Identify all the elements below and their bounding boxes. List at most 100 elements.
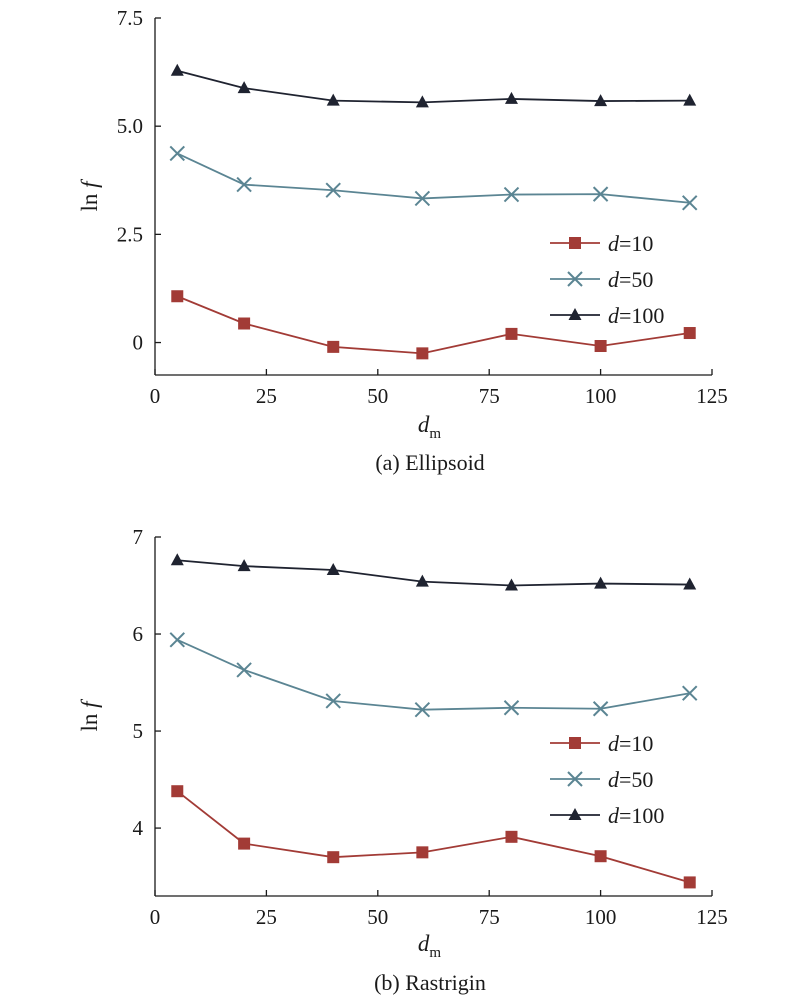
panel-1-series-0-point-1 [238,837,251,850]
panel-1-series-0-point-4 [505,830,518,843]
panel-0-y-tick-label-1: 2.5 [117,222,143,246]
panel-0-series-1-point-1-stroke-b [236,176,252,193]
panel-0-series-0-point-6 [683,327,696,340]
panel-1-legend-label-0: d=10 [608,731,653,756]
panel-1-series-2-point-0 [170,553,184,566]
chart-panel-1: 0 25 50 75 100 125 4 5 6 7 ln f dm (b) Rastrigin d=10… [77,525,728,995]
panel-0-series-2-line [177,69,690,104]
panel-0-legend-label-2: d=100 [608,303,664,328]
panel-0-legend-label-1: d=50 [608,267,653,292]
panel-0-series-1-point-0 [169,145,185,162]
panel-1-series-1-point-3 [414,702,431,718]
panel-1-series-1-point-legend [567,771,583,787]
panel-0-caption: (a) Ellipsoid [375,450,484,475]
panel-1-series-1-point-0 [169,632,185,648]
panel-0-legend-label-0: d=10 [608,231,653,256]
panel-0-series-1-point-legend-stroke-b [567,271,583,287]
panel-0-x-tick-label-5: 125 [696,384,728,408]
panel-1-series-1-point-5 [592,701,609,717]
panel-0-series-2-point-3 [415,95,429,108]
panel-0-series-2-point-0 [170,63,184,76]
panel-1-series-2-point-1 [237,559,251,572]
panel-0-legend-entry-1: d=50 [550,267,653,292]
panel-0-series-1-point-2 [325,182,341,198]
panel-1-legend-entry-2: d=100 [550,803,664,828]
panel-1-x-tick-label-1: 25 [256,905,277,929]
panel-0-series-1-point-2-stroke-b [325,182,341,198]
panel-1-series-1-point-3-stroke-b [414,702,431,718]
panel-0-legend-entry-0: d=10 [550,231,653,256]
panel-0-series-1-point-6 [682,195,698,211]
panel-1-y-tick-label-0: 4 [133,816,144,840]
panel-1-series-1-point-5-stroke-b [592,701,609,717]
panel-0-series-0-point-4 [505,327,518,340]
panel-0-series-2-point-5 [594,94,608,107]
panel-1-y-axis-label: ln f [77,698,102,732]
panel-0-y-tick-label-3: 7.5 [117,6,143,30]
panel-1-y-tick-label-1: 5 [133,719,144,743]
panel-0-series-1-point-0-stroke-b [169,145,185,162]
panel-1-x-tick-label-2: 50 [367,905,388,929]
panel-1-y-tick-label-3: 7 [133,525,144,549]
panel-0-x-tick-label-1: 25 [256,384,277,408]
panel-0-series-0-point-5 [594,340,607,353]
panel-1-series-1-point-0-stroke-b [169,632,185,648]
panel-1-series-2-point-legend [568,808,582,820]
panel-0-x-tick-label-2: 50 [367,384,388,408]
panel-1-series-2-point-4 [504,578,518,591]
panel-0-legend-entry-2: d=100 [550,303,664,328]
panel-1-series-0-point-2 [327,851,340,864]
panel-0-series-0-point-0 [171,290,184,303]
panel-1-x-tick-label-4: 100 [585,905,617,929]
panel-1-series-0-point-legend [569,737,581,749]
panel-1-series-1-point-1-stroke-b [236,662,252,678]
panel-0-series-1-line [176,152,690,204]
panel-0-series-1-point-1 [236,176,252,193]
panel-1-caption: (b) Rastrigin [374,970,486,995]
panel-1-x-axis-label: dm [418,931,442,961]
panel-0-series-1-point-legend [567,271,583,287]
panel-0-series-2-point-legend [568,308,582,320]
panel-1-series-1-point-1 [236,662,252,678]
panel-1-legend-label-1: d=50 [608,767,653,792]
panel-1-series-1-point-4 [503,700,520,716]
panel-1-series-2-point-3 [415,574,429,587]
panel-0-series-1-point-4 [503,186,520,203]
panel-0-series-1-point-6-stroke-b [682,195,698,211]
panel-1-y-tick-label-2: 6 [133,622,144,646]
panel-0-series-1-point-4-stroke-b [503,186,520,203]
panel-0-series-0-point-1 [238,317,251,330]
panel-0-series-0-point-2 [327,340,340,353]
panel-0-series-2-point-6 [683,93,697,106]
panel-1-series-0-point-6 [683,876,696,889]
panel-1-series-1-point-2 [325,693,341,709]
panel-1-legend-entry-0: d=10 [550,731,653,756]
panel-0-series-2-point-1 [237,81,251,94]
panel-1-legend-entry-1: d=50 [550,767,653,792]
panel-1-series-2-point-6 [683,577,697,590]
panel-1-series-0-point-0 [171,785,184,798]
panel-1-series-1-point-6 [682,685,698,701]
chart-panel-0: 0 25 50 75 100 125 0 2.5 5.0 7.5 ln f dm (a) Ellipso… [77,6,728,475]
panel-1-series-2-line [177,559,690,587]
panel-1-x-tick-label-5: 125 [696,905,728,929]
panel-0-y-tick-label-0: 0 [133,331,144,355]
panel-1-series-2-point-5 [594,576,608,589]
panel-0-x-tick-label-4: 100 [585,384,617,408]
panel-1-series-1-point-6-stroke-b [682,685,698,701]
panel-1-series-1-point-legend-stroke-b [567,771,583,787]
panel-0-y-axis-label: ln f [77,178,102,212]
panel-0-series-1-point-3 [414,190,431,207]
panel-1-x-tick-label-0: 0 [150,905,161,929]
panel-1-legend-label-2: d=100 [608,803,664,828]
panel-0-y-tick-label-2: 5.0 [117,114,143,138]
panel-1-series-1-point-2-stroke-b [325,693,341,709]
panel-0-x-tick-label-3: 75 [479,384,500,408]
panel-1-series-1-line [176,639,690,711]
panel-0-series-0-point-3 [416,347,429,360]
panel-1-series-0-point-3 [416,846,429,859]
panel-0-series-0-point-legend [569,237,581,249]
panel-1-series-1-point-4-stroke-b [503,700,520,716]
panel-0-x-tick-label-0: 0 [150,384,161,408]
